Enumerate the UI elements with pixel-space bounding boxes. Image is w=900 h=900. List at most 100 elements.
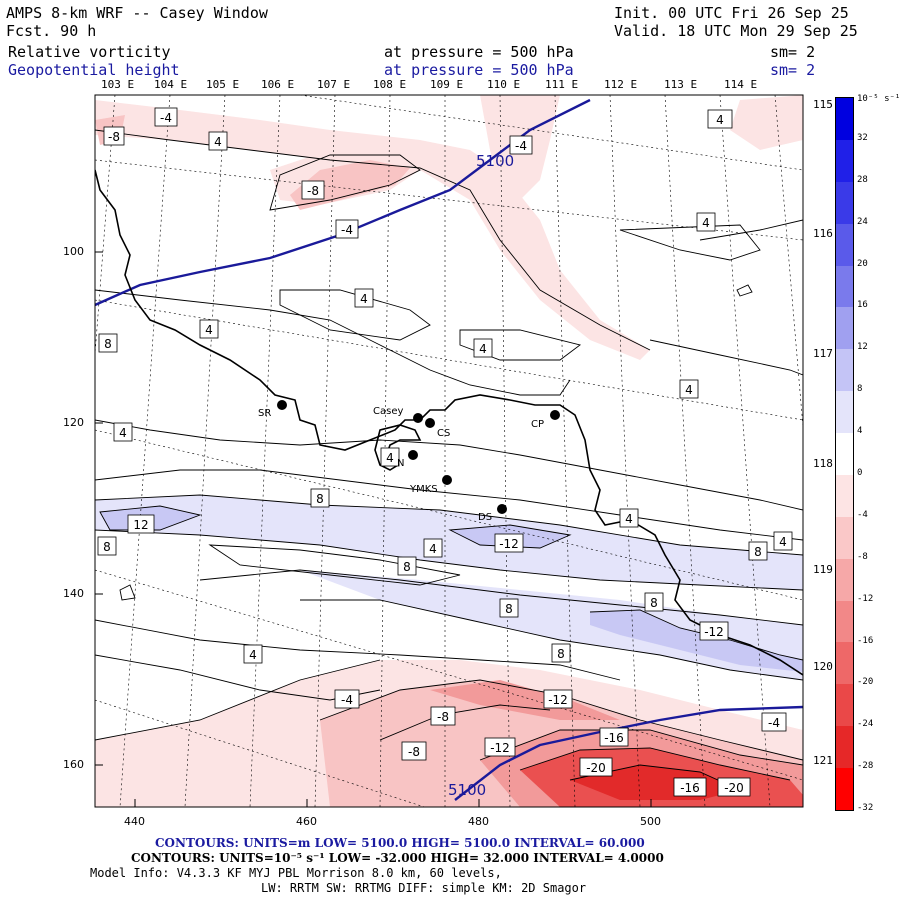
vort-label: 4: [113, 422, 133, 442]
svg-text:4: 4: [360, 292, 368, 306]
station-cp: CP: [531, 410, 560, 430]
svg-text:4: 4: [205, 323, 213, 337]
svg-text:4: 4: [386, 451, 394, 465]
svg-text:8: 8: [505, 602, 513, 616]
vort-label: -12: [484, 737, 516, 757]
vort-label: 4: [208, 131, 228, 151]
vort-label: 12: [127, 514, 155, 534]
lon-label: 103 E: [101, 78, 135, 91]
vort-label: 4: [354, 288, 374, 308]
svg-text:-4: -4: [515, 139, 527, 153]
lon-label: 110 E: [487, 78, 521, 91]
vort-label: -20: [717, 777, 751, 797]
field1-smoothing: sm= 2: [770, 43, 816, 61]
footer-model-info: Model Info: V4.3.3 KF MYJ PBL Morrison 8…: [90, 866, 502, 880]
station-ymks: YMKS: [409, 475, 452, 495]
colorbar-label: 16: [857, 300, 868, 311]
vorticity-labels: -8 -4 4 -4 4 -8 -4 4 4 8 4 4 4 4 4 4 8 1…: [0, 0, 793, 797]
colorbar-label: 12: [857, 342, 868, 353]
plot-frame: [94, 94, 804, 808]
colorbar: [835, 97, 854, 811]
vort-label: 8: [98, 333, 118, 353]
vort-label: 4: [0, 0, 4, 3]
colorbar-label: -24: [857, 719, 874, 730]
colorbar-label: 20: [857, 258, 868, 269]
svg-text:4: 4: [249, 648, 257, 662]
colorbar-swatch: [836, 307, 853, 350]
vort-label: -16: [673, 777, 707, 797]
svg-text:12: 12: [133, 518, 148, 532]
x-tick-label: 500: [640, 815, 661, 828]
colorbar-swatch: [836, 726, 853, 769]
lon-label: 107 E: [317, 78, 351, 91]
colorbar-label: -20: [857, 677, 874, 688]
svg-text:-4: -4: [160, 111, 172, 125]
vort-label: 4: [380, 447, 400, 467]
svg-text:-8: -8: [437, 710, 449, 724]
vort-label: 8: [499, 598, 519, 618]
x-tick-label: 460: [296, 815, 317, 828]
height-label: 5100: [448, 781, 486, 799]
svg-text:CP: CP: [531, 419, 544, 430]
lon-label: 113 E: [664, 78, 698, 91]
lon-label: 111 E: [545, 78, 579, 91]
lon-label: 106 E: [261, 78, 295, 91]
colorbar-label: 8: [857, 384, 863, 395]
vort-label: 4: [679, 379, 699, 399]
height-labels: 5100 5100: [448, 152, 514, 799]
svg-text:-4: -4: [341, 223, 353, 237]
lon-label: 112 E: [604, 78, 638, 91]
svg-text:4: 4: [779, 535, 787, 549]
vort-label: 4: [619, 508, 639, 528]
svg-text:-4: -4: [768, 716, 780, 730]
vort-label: -4: [509, 135, 533, 155]
svg-text:-4: -4: [341, 693, 353, 707]
svg-text:4: 4: [214, 135, 222, 149]
colorbar-swatch: [836, 181, 853, 225]
svg-text:-12: -12: [704, 625, 724, 639]
vort-label: -8: [401, 741, 427, 761]
svg-text:-16: -16: [680, 781, 700, 795]
svg-text:8: 8: [403, 560, 411, 574]
stations: SR Casey CS CP N YMKS DS: [258, 400, 560, 523]
vort-label: 8: [748, 541, 768, 561]
vort-label: -4: [154, 107, 178, 127]
vort-label: 4: [199, 319, 219, 339]
svg-text:SR: SR: [258, 408, 271, 419]
field2-smoothing: sm= 2: [770, 61, 816, 79]
vort-label: -12: [494, 533, 524, 553]
colorbar-label: -32: [857, 803, 874, 814]
vort-label: -12: [699, 621, 729, 641]
vort-label: -8: [430, 706, 456, 726]
height-label: 5100: [476, 152, 514, 170]
svg-text:-20: -20: [586, 761, 606, 775]
positive-vorticity-shading: [95, 495, 803, 680]
svg-text:8: 8: [103, 540, 111, 554]
svg-text:CS: CS: [437, 428, 450, 439]
svg-text:-8: -8: [108, 130, 120, 144]
colorbar-label: -8: [857, 551, 868, 562]
colorbar-swatch: [836, 684, 853, 727]
svg-text:4: 4: [685, 383, 693, 397]
colorbar-swatch: [836, 391, 853, 434]
station-sr: SR: [258, 400, 287, 419]
vort-label: 4: [423, 538, 443, 558]
colorbar-swatch: [836, 223, 853, 267]
lon-label: 105 E: [206, 78, 240, 91]
vort-label: 4: [773, 531, 793, 551]
station-casey: Casey: [373, 406, 423, 423]
colorbar-label: 0: [857, 468, 863, 478]
colorbar-swatch: [836, 265, 853, 308]
lon-label: 109 E: [430, 78, 464, 91]
colorbar-swatch: [836, 474, 853, 518]
svg-text:YMKS: YMKS: [409, 484, 438, 495]
vort-label: -4: [761, 712, 787, 732]
svg-text:4: 4: [429, 542, 437, 556]
x-tick-label: 480: [468, 815, 489, 828]
footer-vorticity-contours: CONTOURS: UNITS=10⁻⁵ s⁻¹ LOW= -32.000 HI…: [131, 851, 664, 865]
field1-name: Relative vorticity: [8, 43, 171, 61]
colorbar-swatch: [836, 600, 853, 643]
colorbar-label: 4: [857, 426, 863, 437]
y-tick-label: 100: [63, 245, 84, 258]
footer-height-contours: CONTOURS: UNITS=m LOW= 5100.0 HIGH= 5100…: [155, 836, 645, 850]
